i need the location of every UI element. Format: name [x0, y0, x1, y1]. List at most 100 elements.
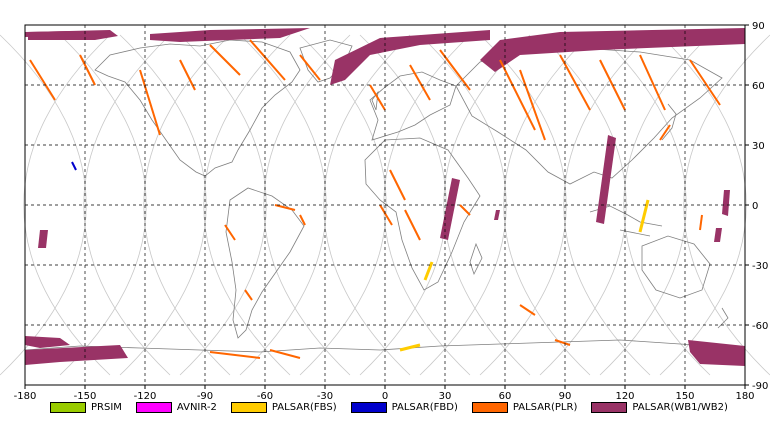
lon-tick-label: 120 [615, 391, 634, 402]
swath-plr [139, 69, 161, 136]
orbit-track [623, 34, 711, 376]
lon-tick-label: 30 [439, 391, 452, 402]
swath-plr [559, 54, 591, 111]
swath-plr [369, 84, 386, 111]
swath-plr [389, 169, 406, 201]
legend-swatch-palsar-plr [471, 402, 508, 413]
coastline-japan [661, 103, 677, 141]
swath-plr [459, 204, 471, 216]
swath-plr [554, 339, 571, 346]
swath-plr [179, 59, 196, 91]
legend-label-palsar-fbd: PALSAR(FBD) [391, 402, 458, 413]
legend-swatch-palsar-wb [591, 402, 628, 413]
swath-wb [494, 210, 500, 220]
swath-plr [499, 59, 536, 131]
lon-tick-label: -150 [74, 391, 97, 402]
coastline-north-america [94, 39, 301, 177]
swath-plr [209, 351, 261, 359]
orbit-track [263, 34, 351, 376]
lon-tick-label: -30 [317, 391, 333, 402]
swath-plr [269, 349, 301, 359]
swath-plr [209, 44, 241, 76]
swath-plr [599, 59, 626, 111]
lon-tick-label: 0 [382, 391, 388, 402]
legend-label-palsar-fbs: PALSAR(FBS) [271, 402, 337, 413]
legend-item-palsar-wb: PALSAR(WB1/WB2) [591, 402, 728, 413]
coastline-australia [641, 235, 711, 299]
legend: PRSIM AVNIR-2 PALSAR(FBS) PALSAR(FBD) PA… [50, 402, 742, 413]
orbit-track [23, 34, 111, 376]
orbit-track [383, 34, 471, 376]
legend-swatch-palsar-fbs [230, 402, 267, 413]
swath-plr [519, 304, 536, 316]
legend-label-palsar-plr: PALSAR(PLR) [512, 402, 578, 413]
lat-tick-label: 60 [752, 81, 765, 92]
swath-plr [224, 224, 236, 241]
coastline-madagascar [469, 242, 483, 276]
lat-tick-label: 30 [752, 141, 765, 152]
swath-wb [25, 336, 70, 348]
lon-tick-label: -60 [257, 391, 273, 402]
coastline-south-america [225, 187, 305, 339]
coastlines [24, 39, 746, 353]
acquisition-swaths [25, 28, 745, 366]
swath-plr [29, 59, 56, 101]
swath-fbd [71, 161, 77, 171]
legend-label-prsim: PRSIM [91, 402, 122, 413]
swath-plr [244, 289, 253, 301]
lon-tick-label: 150 [675, 391, 694, 402]
swath-plr [659, 124, 671, 141]
legend-swatch-palsar-fbd [350, 402, 387, 413]
orbit-track [203, 34, 291, 376]
swath-fbs [399, 343, 421, 352]
swath-wb [480, 28, 745, 72]
swath-plr [519, 69, 546, 141]
lon-tick-label: 90 [559, 391, 572, 402]
axis-ticks: -180 -150 -120 -90 -60 -30 0 30 60 90 120 150 180 90 6… [14, 21, 769, 402]
legend-swatch-prsim [50, 402, 86, 413]
swath-plr [249, 39, 286, 81]
lat-tick-label: -60 [752, 321, 768, 332]
swath-wb [688, 340, 745, 366]
swath-plr [409, 64, 431, 101]
coastline-europe [369, 71, 457, 141]
swath-plr [274, 204, 296, 211]
lat-tick-label: 90 [752, 21, 765, 32]
legend-item-prsim: PRSIM [50, 402, 122, 413]
lon-tick-label: -180 [14, 391, 37, 402]
swath-wb [38, 230, 48, 248]
swath-wb [25, 31, 80, 37]
lat-tick-label: -30 [752, 261, 768, 272]
legend-item-palsar-fbs: PALSAR(FBS) [230, 402, 337, 413]
swath-fbs [638, 199, 650, 233]
orbit-track [683, 34, 770, 376]
swath-wb [25, 345, 128, 365]
coastline-uk [371, 90, 379, 111]
orbit-track [503, 34, 591, 376]
swath-wb [150, 28, 310, 42]
swath-fbs [423, 261, 434, 281]
legend-item-palsar-fbd: PALSAR(FBD) [350, 402, 458, 413]
swath-plr [299, 54, 321, 81]
swath-wb [440, 178, 460, 240]
swath-plr [299, 214, 306, 226]
legend-item-palsar-plr: PALSAR(PLR) [471, 402, 578, 413]
legend-swatch-avnir2 [135, 402, 172, 413]
swath-plr [439, 49, 471, 91]
orbit-track [323, 34, 411, 376]
swath-plr [404, 209, 421, 241]
swath-plr [639, 54, 666, 111]
swath-wb [714, 228, 722, 242]
swath-plr [689, 59, 721, 106]
swath-plr [379, 204, 393, 226]
swath-wb [330, 30, 490, 85]
orbit-track [83, 34, 171, 376]
legend-item-avnir2: AVNIR-2 [135, 402, 217, 413]
legend-label-palsar-wb: PALSAR(WB1/WB2) [632, 402, 728, 413]
swath-plr [79, 54, 96, 86]
coastline-antarctica [24, 339, 746, 353]
lon-tick-label: 60 [499, 391, 512, 402]
orbit-track [443, 34, 531, 376]
lon-tick-label: 180 [735, 391, 754, 402]
